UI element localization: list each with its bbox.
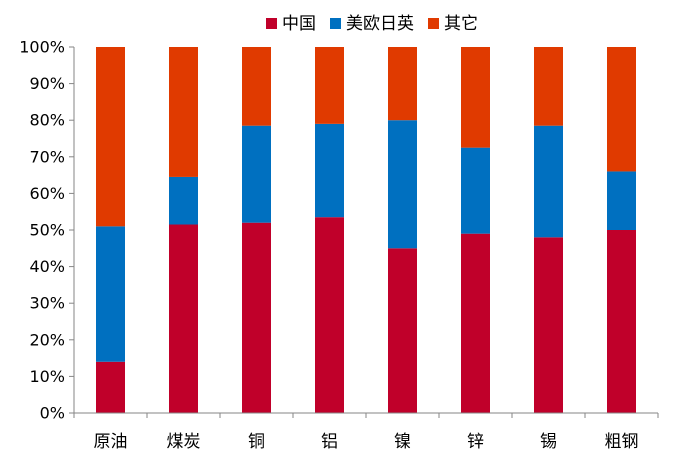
bar-segment-3-7 [534,47,563,126]
x-axis: 原油 煤炭 铜 铝 镍 锌 锡 粗钢 [73,412,659,452]
legend-swatch [428,18,439,29]
bar-segment-1-3 [242,222,271,413]
y-tick-label: 10% [29,367,65,386]
bar-segment-1-7 [534,237,563,413]
x-tick-label: 铝 [321,432,338,452]
y-tick-label: 90% [29,74,65,93]
bar-segment-3-4 [315,47,344,124]
legend-label: 其它 [444,14,478,34]
x-tick-label: 镍 [394,432,411,452]
legend-swatch [266,18,277,29]
y-tick-label: 70% [29,147,65,166]
y-axis: 0% 10% 20% 30% 40% 50% 60% 70% 80% 90% 100% [19,38,75,423]
y-tick-label: 0% [40,404,65,423]
bars [96,47,636,413]
legend-label: 美欧日英 [346,14,414,34]
x-tick-label: 原油 [94,432,128,452]
bar-segment-2-5 [388,120,417,249]
bar-segment-2-1 [96,226,125,362]
bar-segment-1-6 [461,233,490,413]
bar-segment-1-4 [315,217,344,413]
legend-swatch [330,18,341,29]
bar-segment-3-3 [242,47,271,126]
bar-segment-2-8 [607,171,636,230]
bar-segment-3-1 [96,47,125,227]
y-tick-label: 20% [29,330,65,349]
bar-segment-3-6 [461,47,490,148]
bar-segment-2-4 [315,123,344,218]
bar-segment-1-8 [607,230,636,413]
x-tick-label: 锡 [540,432,557,452]
bar-segment-1-2 [169,224,198,413]
bar-segment-1-5 [388,248,417,413]
x-tick-label: 粗钢 [605,432,639,452]
bar-segment-3-5 [388,47,417,121]
y-tick-label: 80% [29,111,65,130]
bar-segment-2-2 [169,176,198,225]
bar-segment-2-3 [242,125,271,223]
x-tick-label: 铜 [248,432,265,452]
bar-segment-3-8 [607,47,636,172]
bar-segment-3-2 [169,47,198,177]
y-tick-label: 40% [29,257,65,276]
y-tick-label: 30% [29,294,65,313]
x-tick-label: 煤炭 [167,432,201,452]
y-tick-label: 50% [29,221,65,240]
y-tick-label: 60% [29,184,65,203]
legend-label: 中国 [282,14,316,34]
bar-segment-2-6 [461,147,490,234]
y-tick-label: 100% [19,38,65,57]
x-tick-label: 锌 [467,432,484,452]
bar-segment-2-7 [534,125,563,238]
legend: 中国 美欧日英 其它 [266,14,478,34]
bar-segment-1-1 [96,361,125,413]
